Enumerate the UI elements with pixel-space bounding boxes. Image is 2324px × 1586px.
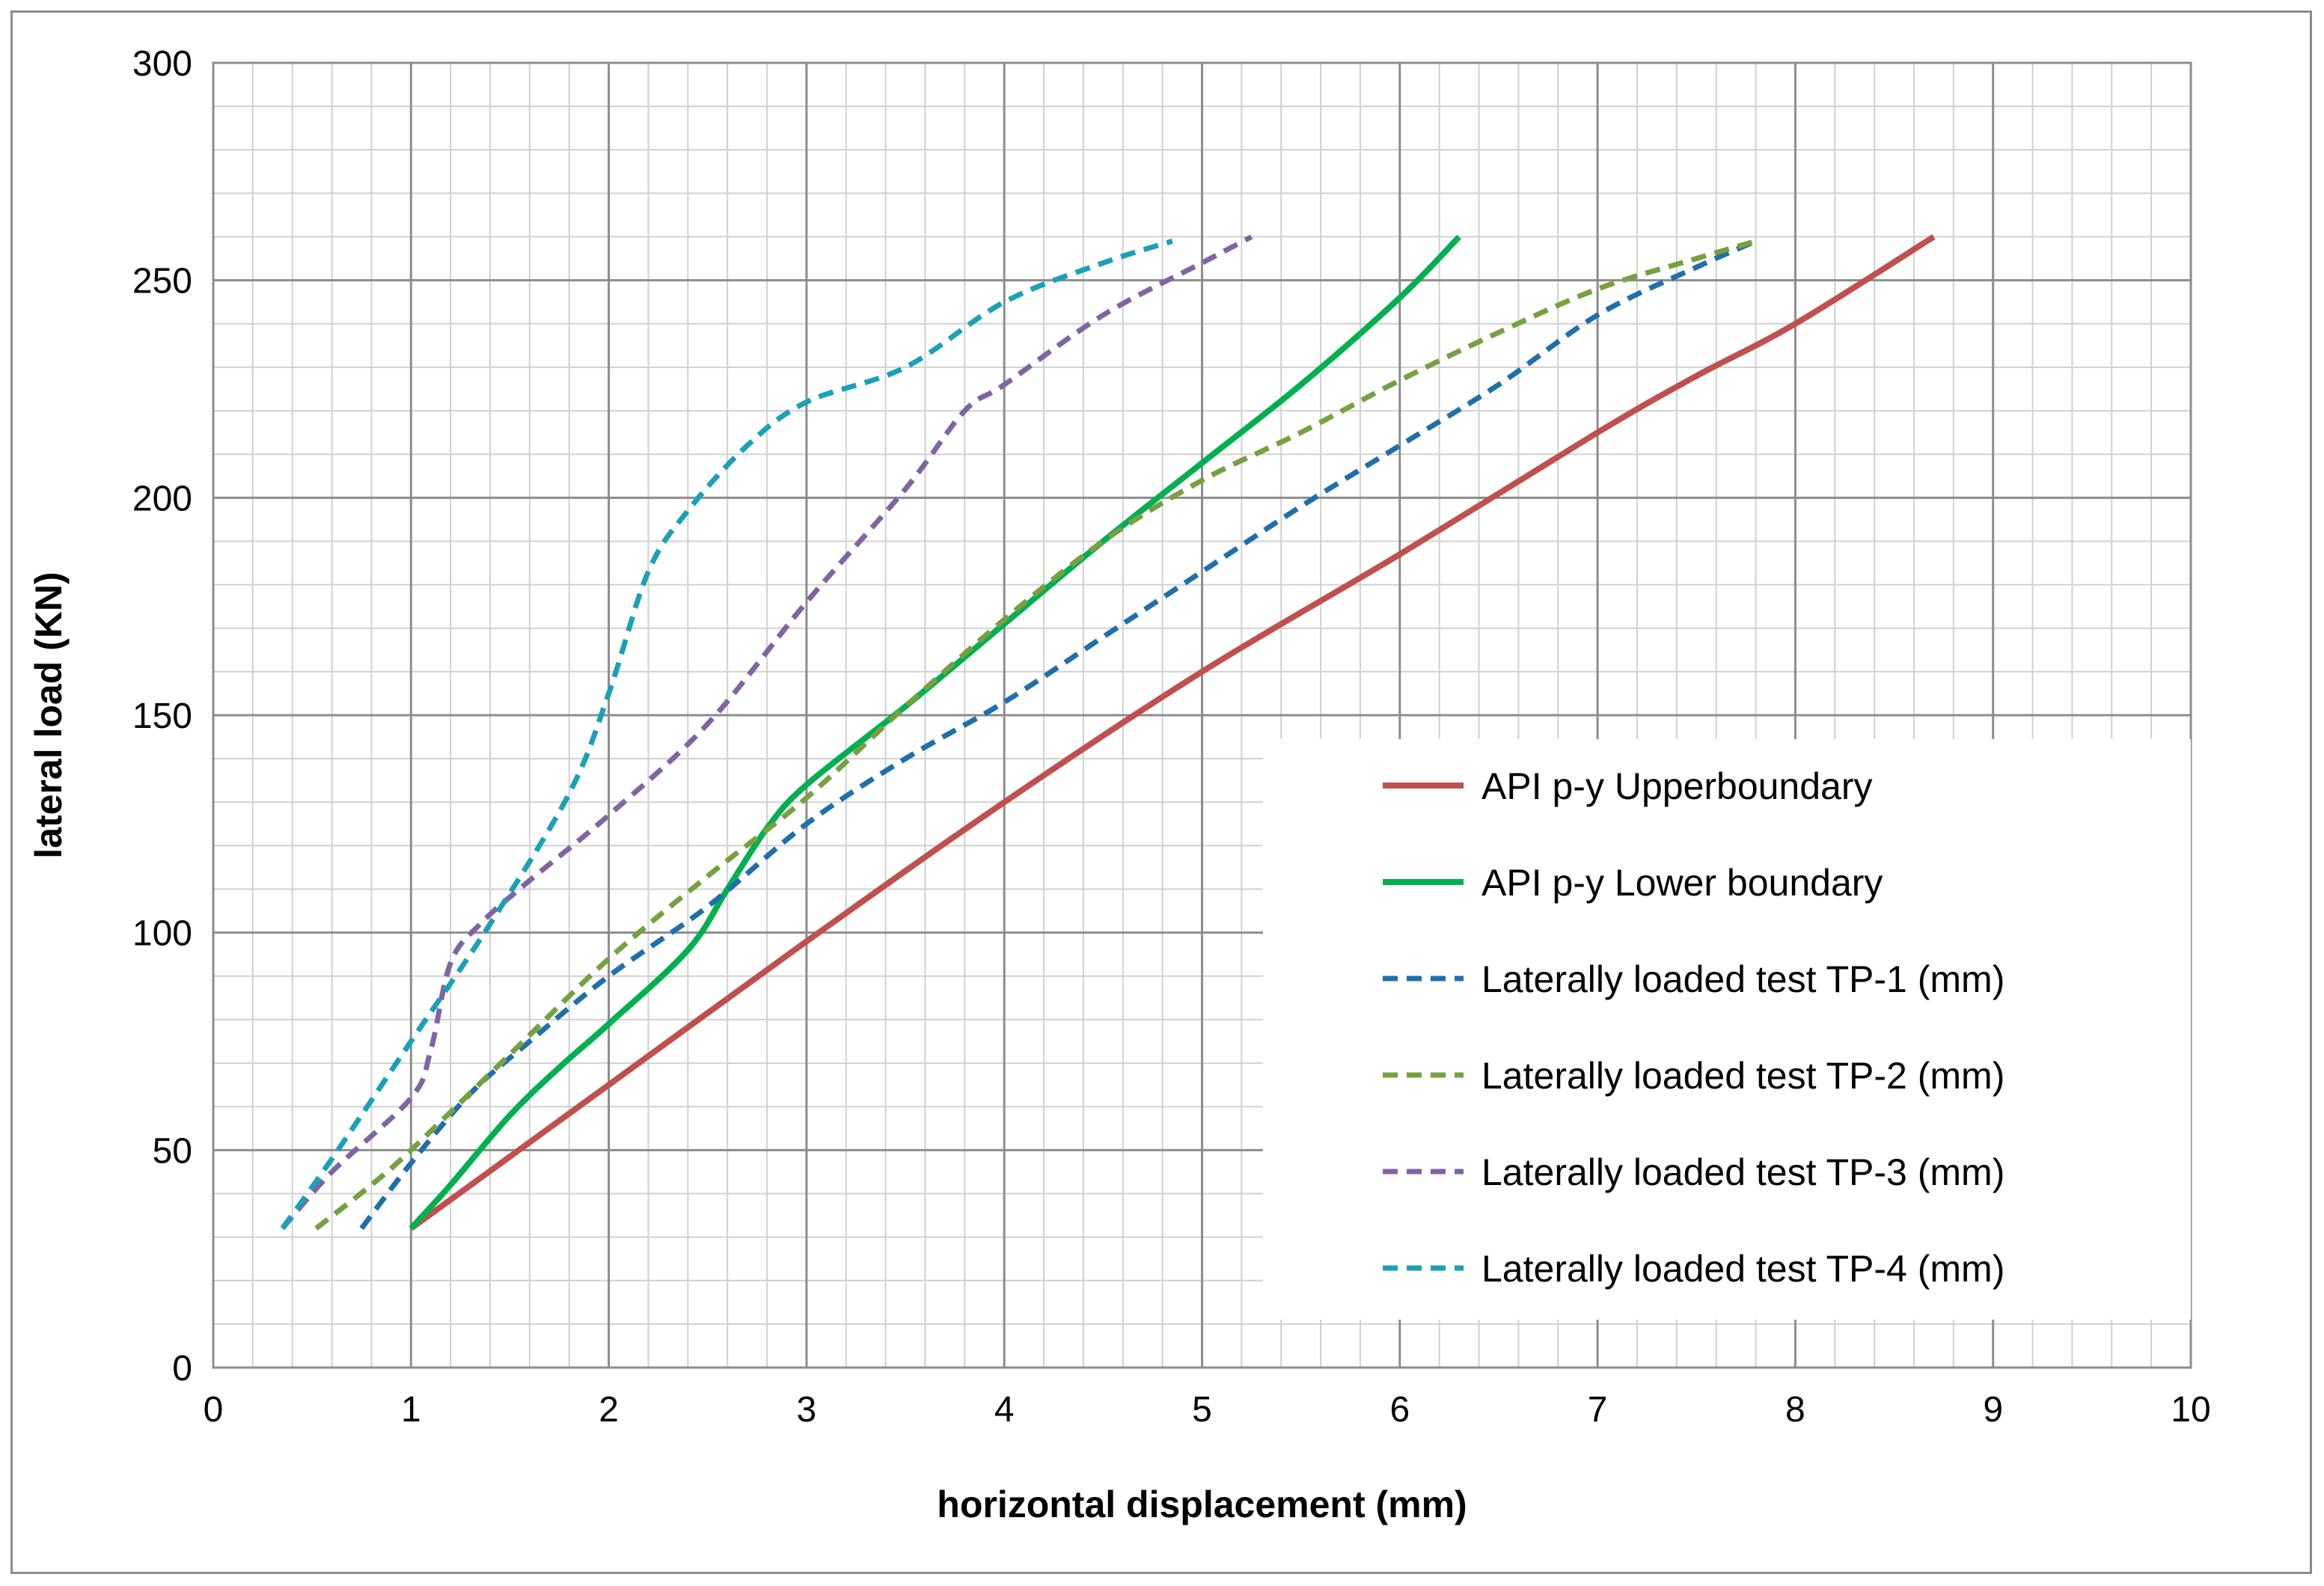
y-tick-label: 0 [172,1349,192,1388]
series-line-1 [409,234,1936,1231]
x-tick-label: 0 [204,1390,224,1430]
x-tick-label: 10 [2171,1390,2210,1430]
legend-label-6: Laterally loaded test TP-4 (mm) [1481,1248,2005,1290]
legend-label-1: API p-y Upperboundary [1481,765,1873,807]
x-axis-title: horizontal displacement (mm) [937,1484,1467,1525]
legend-label-3: Laterally loaded test TP-1 (mm) [1481,958,2005,1000]
x-tick-label: 5 [1192,1390,1212,1430]
legend-label-4: Laterally loaded test TP-2 (mm) [1481,1055,2005,1097]
x-tick-label: 3 [797,1390,817,1430]
y-axis-tick-labels: 0 50 100 150 200 250 300 [132,44,192,1388]
series-lines [280,234,1936,1231]
x-tick-label: 4 [994,1390,1015,1430]
series-line-4 [314,238,1757,1231]
x-tick-label: 1 [401,1390,421,1430]
x-tick-label: 7 [1588,1390,1608,1430]
y-tick-label: 250 [132,262,192,301]
legend-box [1263,739,2191,1320]
x-tick-label: 6 [1389,1390,1410,1430]
y-tick-label: 150 [132,696,192,736]
x-tick-label: 8 [1785,1390,1805,1430]
series-line-3 [359,239,1757,1231]
plot-area-border [212,61,2192,1369]
y-axis-title: lateral load (KN) [28,572,70,858]
y-tick-label: 50 [153,1131,192,1171]
x-tick-label: 9 [1983,1390,2003,1430]
legend-label-5: Laterally loaded test TP-3 (mm) [1481,1151,2005,1193]
series-line-5 [280,234,1253,1231]
x-tick-label: 2 [599,1390,619,1430]
x-axis-tick-labels: 0 1 2 3 4 5 6 7 8 9 10 [204,1390,2211,1430]
y-tick-label: 100 [132,914,192,954]
legend-label-2: API p-y Lower boundary [1481,862,1883,904]
series-line-2 [409,234,1461,1231]
y-tick-label: 300 [132,44,192,84]
y-tick-label: 200 [132,479,192,518]
series-line-6 [280,239,1173,1230]
legend: API p-y Upperboundary API p-y Lower bound… [1263,739,2191,1320]
